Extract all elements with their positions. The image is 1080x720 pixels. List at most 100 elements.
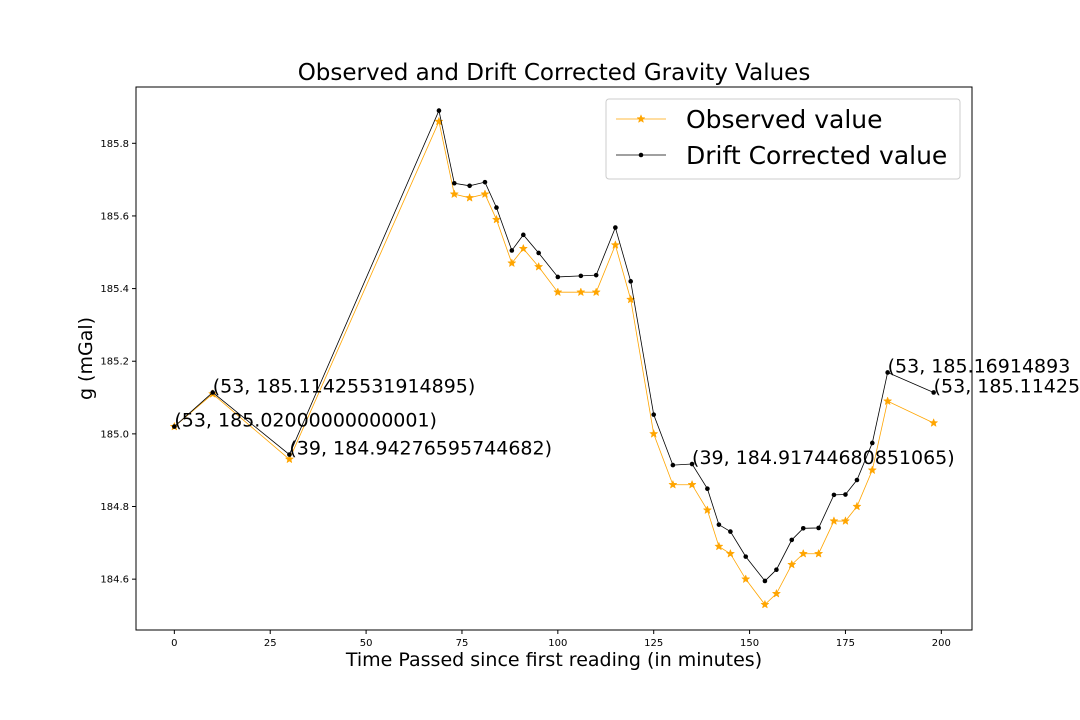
data-point [787, 559, 797, 569]
x-tick-label: 200 [932, 638, 951, 649]
data-point [464, 192, 475, 202]
annotation-layer: (53, 185.02000000000001) (53, 185.1142553… [174, 355, 1080, 469]
plot-layer: 0 25 50 75 100 125 150 175 200 184.6 184.8 185.0 185… [100, 108, 951, 649]
data-point [854, 477, 860, 483]
plot-frame [135, 86, 973, 631]
data-point [480, 189, 490, 199]
data-point [831, 492, 837, 498]
data-point [449, 189, 459, 199]
data-point [716, 522, 722, 527]
data-point [800, 526, 806, 531]
data-point [536, 250, 541, 256]
y-tick-label: 184.8 [100, 502, 129, 513]
x-tick-label: 100 [548, 638, 567, 649]
y-tick-label: 185.6 [100, 211, 129, 222]
data-point [725, 548, 736, 558]
data-point [702, 505, 713, 515]
data-point [762, 578, 768, 584]
data-point [869, 440, 875, 446]
data-point [434, 116, 444, 126]
series-drift-corrected [172, 108, 936, 584]
data-point [760, 599, 770, 609]
y-tick-label: 185.0 [100, 429, 129, 440]
data-point [816, 525, 821, 531]
data-point [521, 232, 526, 238]
data-point [867, 465, 877, 475]
legend-marker [636, 114, 646, 123]
data-point [610, 240, 621, 249]
data-point [885, 370, 890, 375]
x-tick-label: 125 [644, 638, 663, 649]
data-point [509, 248, 515, 253]
x-tick-label: 50 [360, 638, 373, 649]
point-annotation: (39, 184.91744680851065) [692, 447, 955, 469]
data-point [287, 452, 292, 457]
data-point [882, 396, 893, 406]
data-point [593, 272, 599, 278]
series-line [174, 120, 934, 606]
data-point [451, 180, 457, 186]
x-tick-label: 25 [264, 638, 277, 649]
data-point [929, 418, 939, 427]
data-point [436, 108, 442, 113]
legend-entry: Drift Corrected value [616, 141, 947, 170]
data-point [613, 225, 618, 230]
data-point [553, 287, 563, 297]
data-point [687, 479, 697, 489]
point-annotation: (53, 185.11425 [934, 375, 1080, 397]
data-point [482, 179, 488, 185]
legend-label: Observed value [686, 105, 883, 134]
data-point [714, 541, 724, 551]
series-observed [169, 116, 939, 609]
data-point [576, 287, 586, 297]
data-point [651, 412, 657, 417]
data-point [829, 516, 839, 525]
data-point [931, 390, 936, 395]
point-annotation: (39, 184.94276595744682) [289, 438, 552, 460]
x-axis-label: Time Passed since first reading (in minu… [345, 649, 762, 671]
data-point [467, 183, 472, 189]
data-point [728, 529, 733, 534]
data-point [172, 424, 177, 429]
data-point [813, 548, 824, 558]
legend-entry: Observed value [616, 105, 883, 134]
data-point [743, 554, 749, 559]
data-point [843, 492, 848, 497]
series-line [174, 109, 934, 582]
data-point [705, 486, 710, 492]
data-point [494, 205, 499, 210]
data-point [591, 287, 601, 297]
chart-title: Observed and Drift Corrected Gravity Val… [298, 60, 811, 86]
data-point [852, 501, 862, 511]
data-point [628, 279, 633, 284]
data-point [668, 479, 678, 489]
x-tick-label: 175 [836, 638, 855, 649]
point-annotation: (53, 185.11425531914895) [213, 375, 476, 397]
y-tick-label: 184.6 [100, 575, 129, 586]
data-point [741, 574, 751, 584]
y-axis-label: g (mGal) [75, 317, 97, 400]
legend-entries: Observed value Drift Corrected value [616, 105, 947, 170]
legend-marker [638, 152, 644, 158]
legend-box [605, 98, 961, 180]
data-point [518, 243, 528, 253]
data-point [507, 258, 517, 268]
x-tick-label: 150 [740, 638, 759, 649]
y-tick-label: 185.2 [100, 357, 129, 368]
data-point [840, 516, 851, 525]
x-tick-label: 0 [171, 638, 177, 649]
data-point [534, 261, 544, 271]
point-annotation: (53, 185.16914893 [888, 355, 1071, 377]
data-point [555, 274, 561, 280]
y-tick-label: 185.8 [100, 139, 129, 150]
data-point [774, 567, 779, 573]
data-point [771, 588, 782, 598]
point-annotation: (53, 185.02000000000001) [174, 410, 437, 432]
data-point [689, 461, 695, 467]
legend: Observed value Drift Corrected value [605, 98, 961, 180]
data-point [670, 462, 676, 468]
x-tick-label: 75 [456, 638, 469, 649]
legend-label: Drift Corrected value [686, 141, 947, 170]
